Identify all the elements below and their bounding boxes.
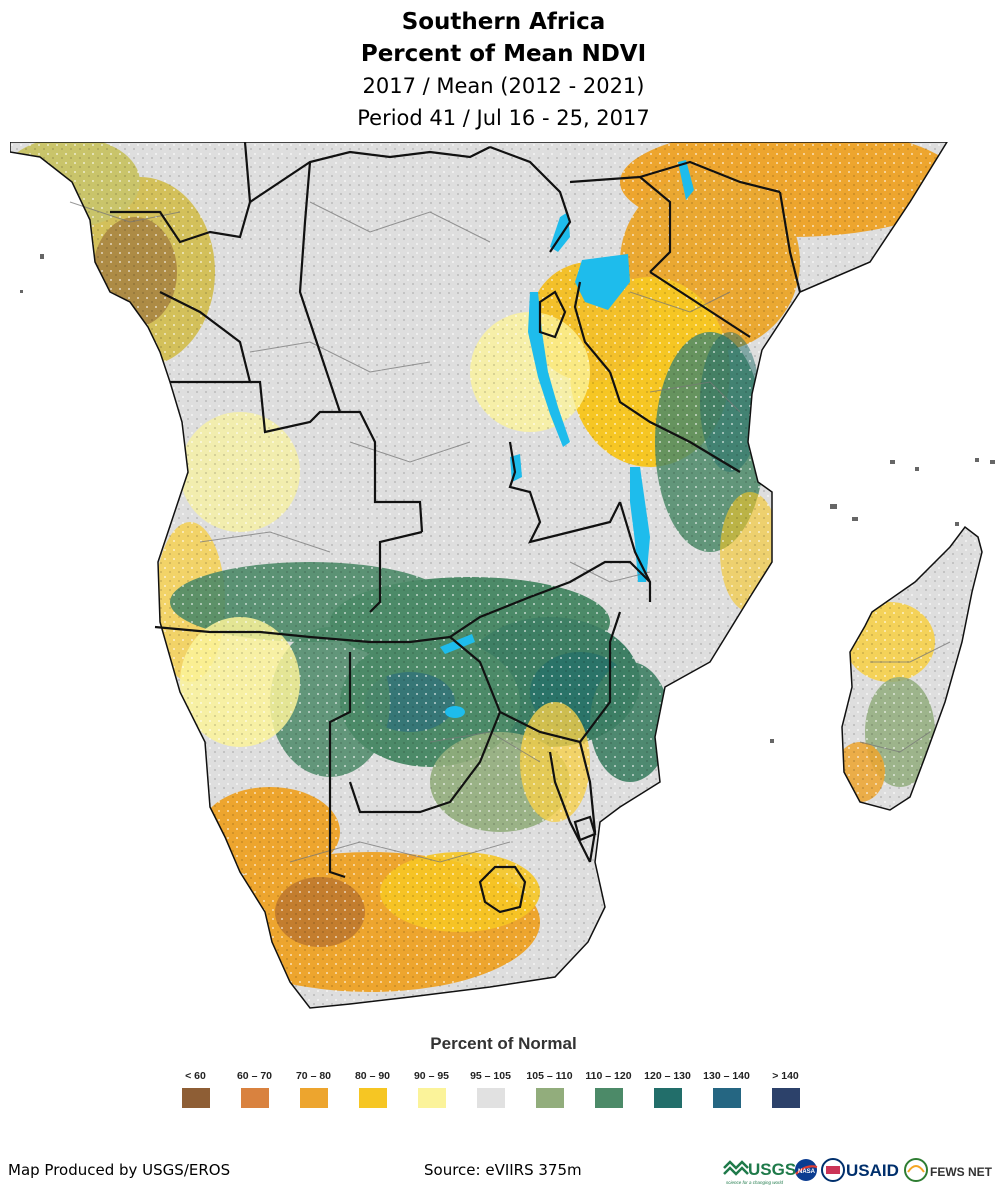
lake-turkana — [678, 160, 694, 200]
legend-swatch — [181, 1088, 210, 1108]
legend-swatch — [299, 1088, 328, 1108]
legend-item: 105 – 110 — [520, 1068, 579, 1108]
lake-tanganyika — [528, 292, 570, 447]
map-title-product: Percent of Mean NDVI — [360, 41, 647, 67]
legend-item: 70 – 80 — [284, 1068, 343, 1108]
legend-item: 120 – 130 — [638, 1068, 697, 1108]
legend-swatch — [358, 1088, 387, 1108]
legend-item: 95 – 105 — [461, 1068, 520, 1108]
title-block: Southern Africa Percent of Mean NDVI 201… — [0, 6, 1007, 134]
water-bodies — [440, 160, 694, 718]
nasa-logo: NASA — [795, 1159, 818, 1181]
legend-swatch — [535, 1088, 564, 1108]
legend-label: 80 – 90 — [354, 1070, 391, 1082]
legend-label: 105 – 110 — [526, 1070, 573, 1082]
legend-label: 95 – 105 — [470, 1070, 511, 1082]
legend-label: 60 – 70 — [236, 1070, 273, 1082]
islands — [20, 254, 995, 743]
usaid-logo: USAID — [821, 1158, 899, 1182]
admin-boundaries — [69, 201, 951, 863]
legend-label: < 60 — [185, 1070, 206, 1082]
okavango-pan — [445, 706, 465, 718]
map-subtitle-period: Period 41 / Jul 16 - 25, 2017 — [357, 106, 650, 130]
ndvi-map — [10, 142, 995, 1009]
map-subtitle-comparison: 2017 / Mean (2012 - 2021) — [362, 74, 645, 98]
legend-item: 80 – 90 — [343, 1068, 402, 1108]
legend-swatch — [771, 1088, 800, 1108]
legend-swatch — [653, 1088, 682, 1108]
legend-swatch — [240, 1088, 269, 1108]
legend-label: 70 – 80 — [295, 1070, 332, 1082]
legend-item: < 60 — [166, 1068, 225, 1108]
lake-victoria — [575, 254, 630, 310]
legend-swatch — [712, 1088, 741, 1108]
fewsnet-logo: FEWS NET — [904, 1158, 993, 1182]
legend-item: > 140 — [756, 1068, 815, 1108]
legend-item: 60 – 70 — [225, 1068, 284, 1108]
country-borders — [10, 142, 983, 1009]
legend-label: 110 – 120 — [585, 1070, 632, 1082]
legend-item: 130 – 140 — [697, 1068, 756, 1108]
legend-item: 110 – 120 — [579, 1068, 638, 1108]
legend-label: > 140 — [772, 1070, 799, 1082]
usgs-logo: USGS science for a changing world — [723, 1160, 796, 1185]
nasa-wordmark: NASA — [798, 1169, 816, 1175]
usgs-tagline: science for a changing world — [726, 1180, 784, 1185]
fewsnet-wordmark: FEWS NET — [930, 1165, 993, 1179]
legend-label: 120 – 130 — [644, 1070, 691, 1082]
lake-malawi — [630, 467, 650, 582]
map-credit: Map Produced by USGS/EROS — [8, 1161, 231, 1179]
usgs-wordmark: USGS — [748, 1160, 796, 1179]
legend-swatch — [417, 1088, 446, 1108]
usaid-wordmark: USAID — [846, 1161, 899, 1180]
partner-logos: USGS science for a changing world NASA U… — [723, 1158, 993, 1185]
legend-title: Percent of Normal — [430, 1034, 577, 1053]
map-title-region: Southern Africa — [401, 9, 606, 35]
data-source: Source: eVIIRS 375m — [424, 1161, 582, 1179]
lake-albert — [550, 212, 570, 252]
legend-label: 90 – 95 — [413, 1070, 450, 1082]
legend-label: 130 – 140 — [703, 1070, 750, 1082]
legend-swatch — [476, 1088, 505, 1108]
legend-swatch — [594, 1088, 623, 1108]
legend: < 60 60 – 70 70 – 80 80 – 90 90 – 95 95 … — [166, 1068, 815, 1108]
legend-item: 90 – 95 — [402, 1068, 461, 1108]
